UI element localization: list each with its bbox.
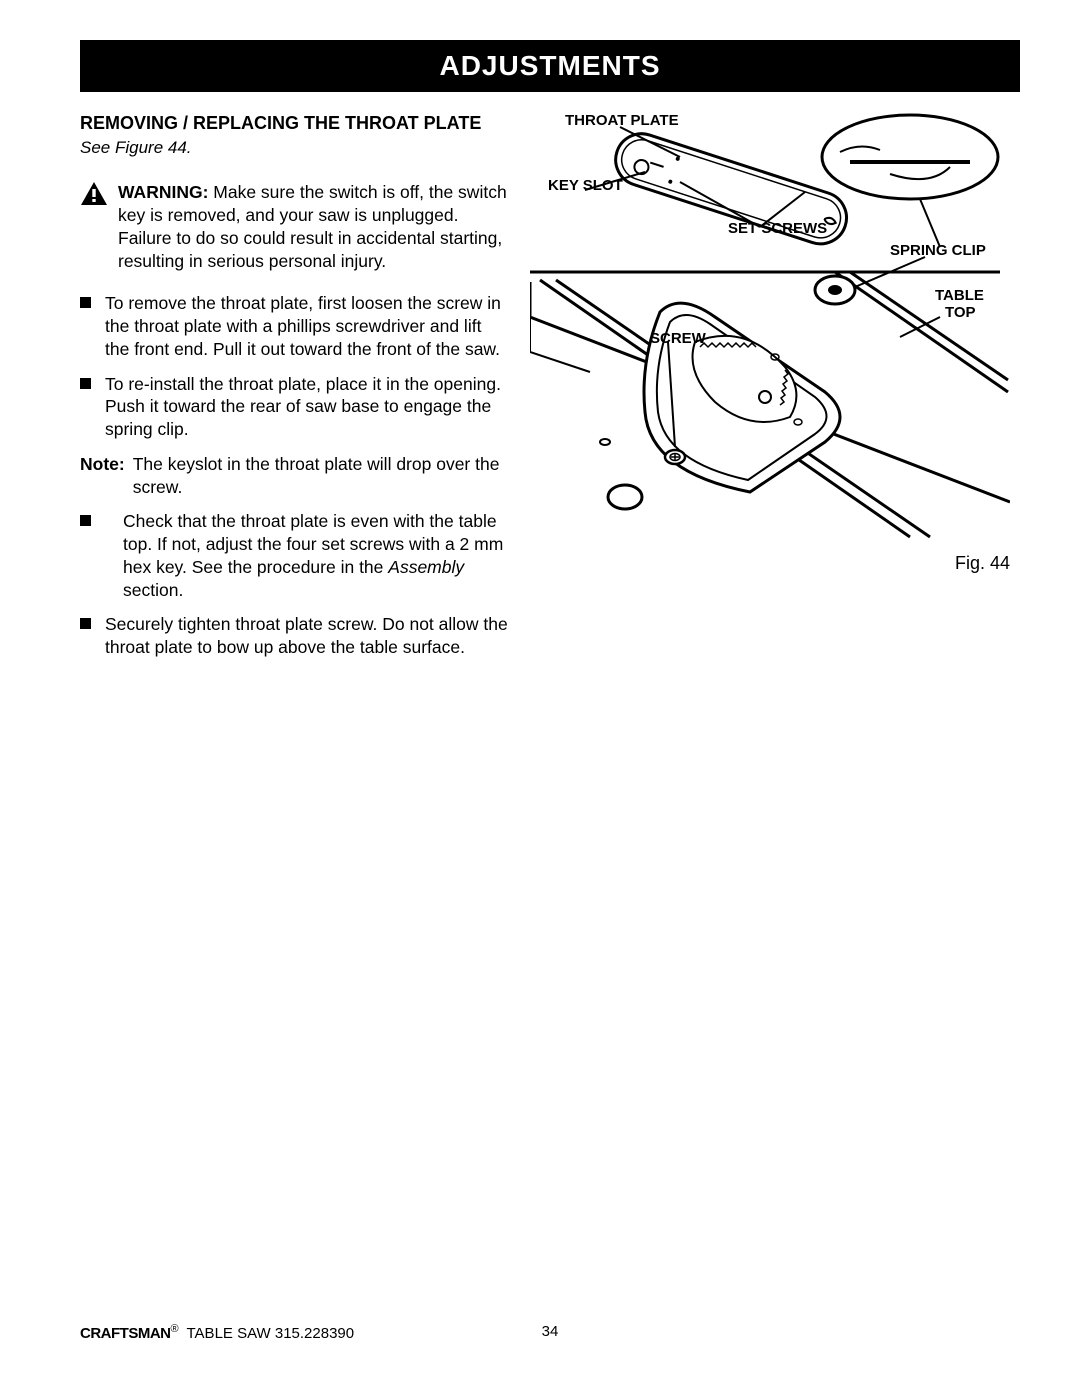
figure-column: THROAT PLATE KEY SLOT SET SCREWS SPRING … xyxy=(530,112,1020,671)
bullet-icon xyxy=(80,515,91,526)
bullet-text: To re-install the throat plate, place it… xyxy=(105,373,510,441)
bullet-text-part: section. xyxy=(123,580,183,600)
warning-label: WARNING: xyxy=(118,182,208,202)
section-banner: ADJUSTMENTS xyxy=(80,40,1020,92)
label-screw: SCREW xyxy=(650,330,706,347)
bullet-item: To remove the throat plate, first loosen… xyxy=(80,292,510,360)
label-spring-clip: SPRING CLIP xyxy=(890,242,986,259)
label-throat-plate: THROAT PLATE xyxy=(565,112,679,129)
bullet-icon xyxy=(80,618,91,629)
figure-44: THROAT PLATE KEY SLOT SET SCREWS SPRING … xyxy=(530,112,1020,547)
brand-name: CRAFTSMAN xyxy=(80,1325,171,1342)
page-footer: CRAFTSMAN® TABLE SAW 315.228390 34 xyxy=(80,1323,1020,1342)
page-number: 34 xyxy=(542,1323,559,1340)
warning-icon xyxy=(80,181,108,272)
label-table-top-2: TOP xyxy=(945,304,976,321)
label-key-slot: KEY SLOT xyxy=(548,177,623,194)
label-table-top-1: TABLE xyxy=(935,287,984,304)
bullet-icon xyxy=(80,297,91,308)
assembly-ref: Assembly xyxy=(388,557,464,577)
bullet-icon xyxy=(80,378,91,389)
bullet-item: Securely tighten throat plate screw. Do … xyxy=(80,613,510,659)
bullet-text: Check that the throat plate is even with… xyxy=(105,510,510,601)
note-label: Note: xyxy=(80,453,125,499)
warning-block: WARNING: Make sure the switch is off, th… xyxy=(80,181,510,272)
bullet-text: Securely tighten throat plate screw. Do … xyxy=(105,613,510,659)
text-column: REMOVING / REPLACING THE THROAT PLATE Se… xyxy=(80,112,510,671)
figure-caption: Fig. 44 xyxy=(530,553,1020,574)
bullet-text: To remove the throat plate, first loosen… xyxy=(105,292,510,360)
label-set-screws: SET SCREWS xyxy=(728,220,827,237)
bullet-item: To re-install the throat plate, place it… xyxy=(80,373,510,441)
model-number: TABLE SAW 315.228390 xyxy=(183,1325,355,1342)
registered-mark: ® xyxy=(171,1323,179,1335)
note-row: Note: The keyslot in the throat plate wi… xyxy=(80,453,510,499)
bullet-item: Check that the throat plate is even with… xyxy=(80,510,510,601)
note-text: The keyslot in the throat plate will dro… xyxy=(131,453,510,499)
see-figure-ref: See Figure 44. xyxy=(80,137,510,159)
section-title: REMOVING / REPLACING THE THROAT PLATE xyxy=(80,112,510,135)
warning-text: WARNING: Make sure the switch is off, th… xyxy=(118,181,510,272)
